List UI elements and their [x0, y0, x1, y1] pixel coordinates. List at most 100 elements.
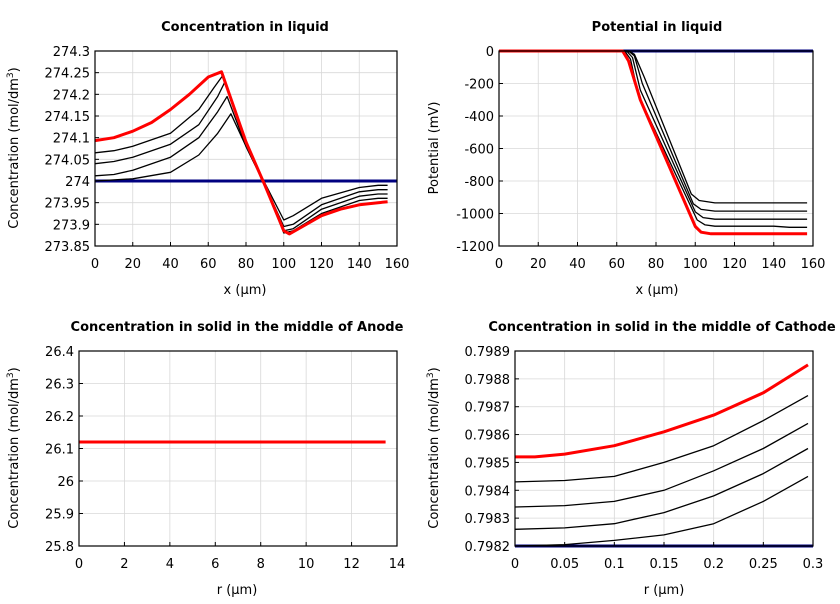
- y-tick-label: 26.1: [45, 443, 74, 458]
- x-tick-label: 0.15: [650, 557, 679, 572]
- y-tick-label: 26: [57, 475, 74, 490]
- x-tick-label: 120: [309, 257, 334, 272]
- x-tick-label: 80: [648, 257, 665, 272]
- y-tick-label: 0.7984: [465, 484, 511, 499]
- x-tick-label: 140: [761, 257, 786, 272]
- series-line-4: [515, 422, 809, 508]
- y-tick-label: 26.4: [45, 345, 74, 360]
- x-tick-label: 4: [166, 557, 174, 572]
- y-axis-label: Concentration (mol/dm3): [6, 67, 22, 229]
- y-tick-label: 0.7987: [465, 401, 511, 416]
- x-tick-label: 0: [495, 257, 503, 272]
- x-tick-label: 14: [389, 557, 406, 572]
- y-axis-label-text: Concentration (mol/dm: [427, 378, 442, 529]
- x-tick-label: 120: [722, 257, 747, 272]
- x-tick-label: 80: [238, 257, 255, 272]
- chart-panel-1: 0 20 40 60 80 100 120 140 160 274.3 274.25 274.2 274…: [6, 20, 409, 298]
- y-axis-label: Concentration (mol/dm3): [426, 367, 442, 529]
- y-tick-label: 25.8: [45, 540, 74, 555]
- x-tick-label: 20: [530, 257, 547, 272]
- y-tick-label: -800: [464, 175, 494, 190]
- y-axis-label-superscript: 3: [6, 372, 16, 378]
- y-tick-label: 0: [486, 45, 494, 60]
- series-group: [95, 70, 397, 236]
- y-tick-label: 26.3: [45, 378, 74, 393]
- x-tick-label: 20: [124, 257, 141, 272]
- y-tick-label: 0.7985: [465, 456, 511, 471]
- x-tick-label: 60: [200, 257, 217, 272]
- series-line-4: [95, 80, 388, 232]
- x-tick-label: 100: [683, 257, 708, 272]
- y-tick-label: 26.2: [45, 410, 74, 425]
- x-tick-label: 40: [569, 257, 586, 272]
- y-axis-label-tail: ): [7, 367, 22, 372]
- y-tick-label: -400: [464, 110, 494, 125]
- series-line-3: [499, 50, 808, 212]
- y-tick-label: 274.05: [45, 153, 91, 168]
- y-tick-label: 274.2: [53, 88, 90, 103]
- y-tick-label: 0.7986: [465, 429, 511, 444]
- y-axis-label-tail: ): [427, 367, 442, 372]
- series-line-5: [515, 395, 809, 483]
- x-tick-label: 0.2: [703, 557, 724, 572]
- x-axis-label: x (µm): [224, 283, 267, 298]
- x-tick-label: 12: [343, 557, 360, 572]
- series-line-2: [515, 475, 809, 547]
- series-line-6: [95, 70, 388, 236]
- chart-panel-2: 0 20 40 60 80 100 120 140 160 0 -200 -400 -600 -800 -1…: [427, 20, 825, 298]
- x-tick-label: 160: [801, 257, 826, 272]
- x-tick-label: 0.3: [803, 557, 824, 572]
- x-axis-label: x (µm): [636, 283, 679, 298]
- y-tick-label: 274.1: [53, 132, 90, 147]
- y-axis-label-superscript: 3: [426, 372, 436, 378]
- y-axis-label-superscript: 3: [6, 72, 16, 78]
- chart-title: Potential in liquid: [592, 20, 723, 35]
- x-tick-label: 0.05: [550, 557, 579, 572]
- y-tick-label: 0.7983: [465, 512, 511, 527]
- y-tick-label: 0.7988: [465, 373, 511, 388]
- series-line-4: [499, 50, 808, 220]
- y-tick-label: -1000: [456, 208, 494, 223]
- y-axis-label: Concentration (mol/dm3): [6, 367, 22, 529]
- x-tick-label: 40: [162, 257, 179, 272]
- y-axis-label-text: Concentration (mol/dm: [7, 378, 22, 529]
- x-tick-label: 10: [298, 557, 315, 572]
- y-tick-label: 273.95: [45, 197, 91, 212]
- x-tick-label: 0: [75, 557, 83, 572]
- chart-panel-3: 0 2 4 6 8 10 12 14 26.4 26.3 26.2 26.1 26 25.9 25.8 Con…: [6, 320, 405, 598]
- x-tick-label: 0.1: [604, 557, 625, 572]
- y-axis-label-text: Potential (mV): [427, 102, 442, 195]
- chart-title: Concentration in solid in the middle of …: [488, 320, 836, 335]
- y-tick-label: -600: [464, 143, 494, 158]
- series-line-3: [515, 447, 809, 530]
- y-tick-label: 274.3: [53, 45, 90, 60]
- series-line-5: [499, 50, 808, 228]
- x-tick-label: 6: [211, 557, 219, 572]
- x-tick-label: 160: [385, 257, 410, 272]
- x-tick-label: 100: [271, 257, 296, 272]
- x-tick-label: 0: [511, 557, 519, 572]
- y-tick-label: -200: [464, 78, 494, 93]
- x-axis-label: r (µm): [644, 583, 685, 598]
- x-tick-label: 60: [608, 257, 625, 272]
- y-tick-label: 274: [65, 175, 90, 190]
- chart-title: Concentration in liquid: [161, 20, 329, 35]
- y-axis-label-tail: ): [7, 67, 22, 72]
- y-axis-label-text: Concentration (mol/dm: [7, 78, 22, 229]
- x-axis-label: r (µm): [217, 583, 258, 598]
- series-line-6: [515, 363, 809, 459]
- y-tick-label: 0.7989: [465, 345, 511, 360]
- x-tick-label: 140: [347, 257, 372, 272]
- y-tick-label: 25.9: [45, 508, 74, 523]
- y-tick-label: 273.9: [53, 218, 90, 233]
- y-tick-label: 0.7982: [465, 540, 511, 555]
- x-tick-label: 0.25: [749, 557, 778, 572]
- y-tick-label: 274.15: [45, 110, 91, 125]
- y-tick-label: 274.25: [45, 67, 91, 82]
- series-line-6: [499, 49, 808, 236]
- x-tick-label: 0: [91, 257, 99, 272]
- y-tick-label: 273.85: [45, 240, 91, 255]
- y-axis-label: Potential (mV): [427, 102, 442, 195]
- y-tick-label: -1200: [456, 240, 494, 255]
